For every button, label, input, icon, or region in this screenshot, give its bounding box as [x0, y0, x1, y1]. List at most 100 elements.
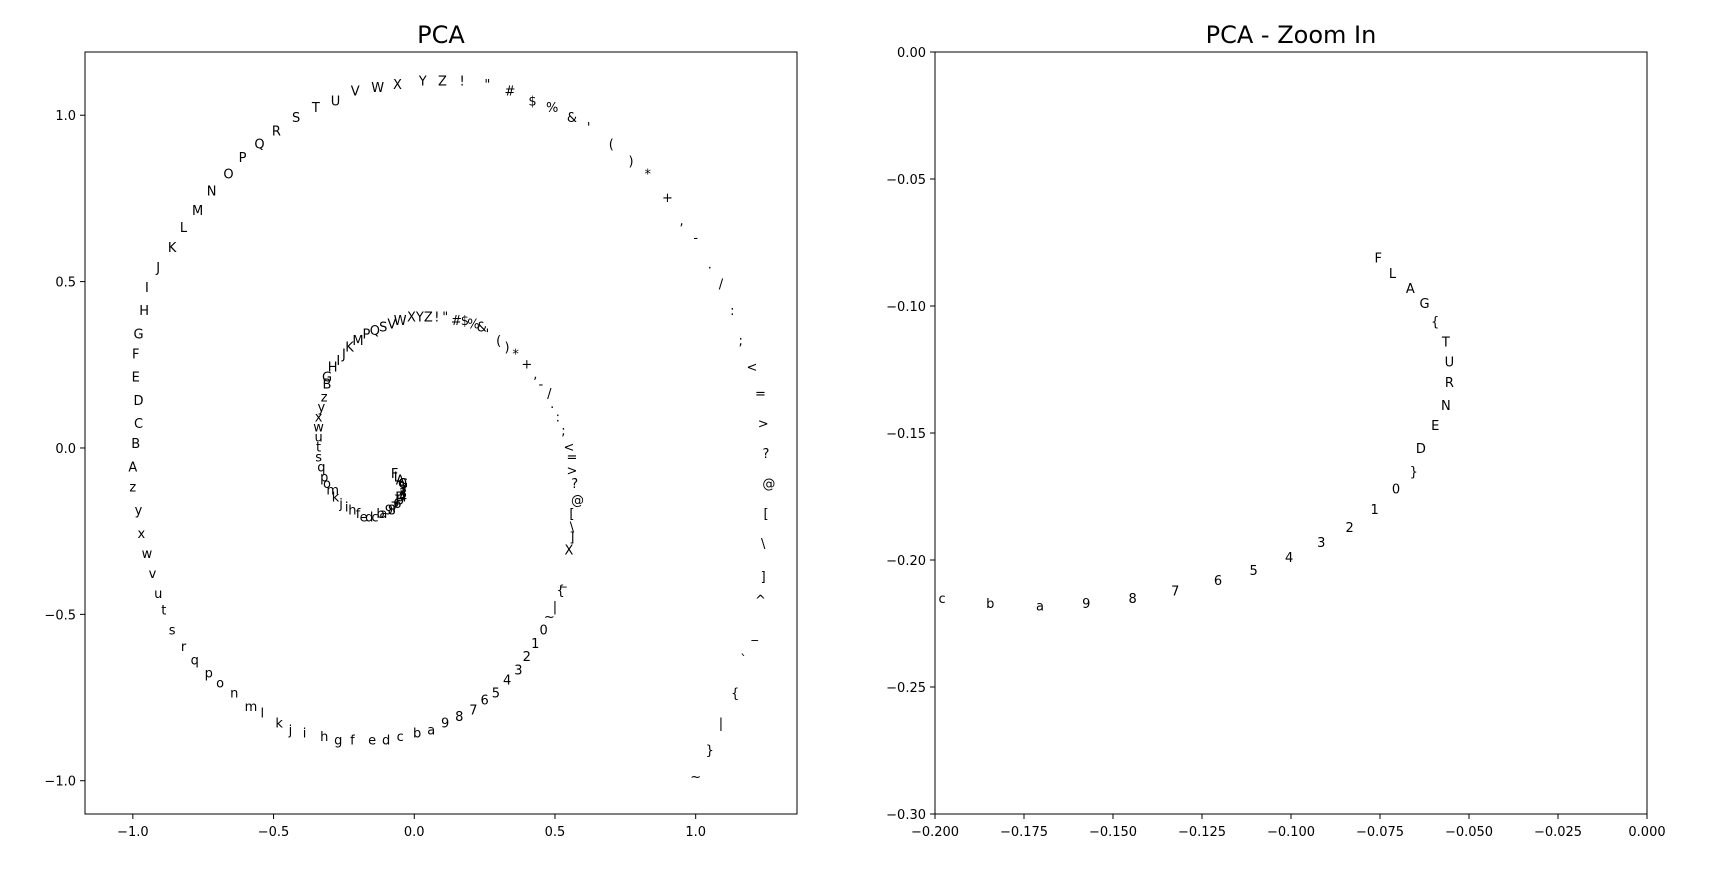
y-tick-label: 0.00: [897, 46, 926, 61]
point-label: V: [387, 317, 396, 332]
point-label: J: [155, 261, 160, 276]
point-label: M: [352, 334, 363, 349]
point-label: 5: [492, 687, 500, 702]
point-label: ): [505, 341, 510, 356]
plot-area: [934, 51, 1648, 815]
x-tick-label: −0.150: [1089, 825, 1137, 840]
point-label: o: [216, 677, 224, 692]
x-tick-label: −0.200: [911, 825, 959, 840]
point-label: G: [398, 477, 408, 492]
point-label: <: [747, 361, 758, 376]
point-label: 7: [1171, 584, 1179, 599]
plot-area: [84, 51, 798, 815]
point-label: ?: [763, 447, 770, 462]
point-label: F: [391, 467, 398, 482]
point-label: 4: [503, 673, 511, 688]
point-label: K: [345, 341, 354, 356]
point-label: 9: [385, 504, 393, 519]
point-label: g: [334, 733, 342, 748]
y-tick-label: −0.30: [886, 808, 926, 823]
point-label: ]: [761, 570, 766, 585]
point-label: w: [313, 421, 324, 436]
point-label: b: [986, 597, 994, 612]
point-label: b: [413, 727, 421, 742]
point-label: Z: [424, 311, 433, 326]
y-tick-label: −0.10: [886, 300, 926, 315]
point-label: 0: [399, 477, 407, 492]
pca-zoom-chart: PCA - Zoom In FLAG{TURNED}0123456789abc …: [886, 21, 1665, 840]
point-label: G: [1419, 297, 1429, 312]
point-label: v: [149, 567, 157, 582]
point-label: 8: [1128, 592, 1136, 607]
point-label: 3: [399, 487, 407, 502]
point-label: +: [662, 191, 673, 206]
point-label: O: [223, 168, 233, 183]
point-label: u: [154, 587, 162, 602]
point-label: l: [260, 707, 264, 722]
point-label: 1: [531, 637, 539, 652]
point-label: _: [751, 627, 759, 642]
point-label: Q: [254, 138, 264, 153]
point-label: {: [556, 584, 564, 599]
point-label: |: [719, 717, 723, 732]
point-label: =: [566, 451, 577, 466]
point-label: $: [528, 94, 536, 109]
point-label: b: [376, 507, 384, 522]
point-label: V: [351, 84, 360, 99]
point-label: .: [708, 258, 712, 273]
point-label: 6: [480, 693, 488, 708]
point-label: A: [396, 474, 405, 489]
x-tick-label: −1.0: [117, 825, 149, 840]
point-label: }: [393, 494, 401, 509]
point-label: _: [559, 574, 567, 589]
point-label: 1: [1371, 503, 1379, 518]
point-label: z: [129, 480, 136, 495]
point-label: 0: [1392, 483, 1400, 498]
point-label: 9: [1082, 597, 1090, 612]
point-label: Y: [418, 74, 427, 89]
point-label: j: [338, 497, 343, 512]
point-label: 3: [1317, 536, 1325, 551]
point-label: E: [132, 371, 140, 386]
point-label: m: [245, 700, 258, 715]
point-label: @: [762, 477, 775, 492]
point-label: <: [564, 441, 575, 456]
chart-title: PCA - Zoom In: [1206, 21, 1377, 49]
point-label: (: [496, 334, 501, 349]
y-tick-label: 0.0: [55, 442, 76, 457]
point-label: ): [628, 154, 633, 169]
chart-title: PCA: [417, 21, 465, 49]
point-label: B: [131, 437, 140, 452]
point-label: F: [132, 347, 139, 362]
point-label: k: [275, 717, 283, 732]
y-tick-label: 0.5: [55, 276, 76, 291]
point-label: a: [379, 507, 387, 522]
point-label: m: [326, 484, 339, 499]
point-label: 4: [1285, 551, 1293, 566]
point-label: h: [348, 504, 356, 519]
point-label: x: [137, 527, 145, 542]
point-label: D: [1416, 442, 1426, 457]
point-label: 8: [455, 710, 463, 725]
axis-ticks: −0.200 −0.175 −0.150 −0.125 −0.100 −0.075 −0.0…: [886, 46, 1665, 840]
point-label: U: [1445, 356, 1455, 371]
point-label: ': [587, 121, 591, 136]
point-label: k: [332, 490, 340, 505]
point-label: a: [1036, 600, 1044, 615]
point-label: %: [546, 101, 558, 116]
point-label: G: [322, 371, 332, 386]
point-label: T: [1441, 335, 1450, 350]
point-label: t: [316, 441, 321, 456]
point-label: N: [207, 184, 217, 199]
point-label: D: [395, 490, 405, 505]
point-label: ,: [680, 214, 684, 229]
point-label: {: [731, 687, 739, 702]
point-label: *: [645, 168, 652, 183]
point-label: e: [368, 733, 376, 748]
point-label: 3: [514, 663, 522, 678]
point-label: c: [371, 510, 378, 525]
point-label: |: [553, 600, 557, 615]
